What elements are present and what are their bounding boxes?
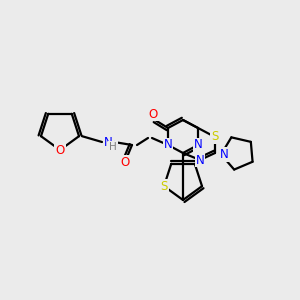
Text: H: H [109,142,117,152]
Text: N: N [220,148,228,161]
Text: N: N [196,154,204,166]
Text: O: O [120,155,130,169]
Text: O: O [56,143,64,157]
Text: N: N [194,139,202,152]
Text: N: N [103,136,112,148]
Text: S: S [211,130,219,143]
Text: N: N [164,139,172,152]
Text: O: O [148,107,158,121]
Text: S: S [160,180,168,193]
